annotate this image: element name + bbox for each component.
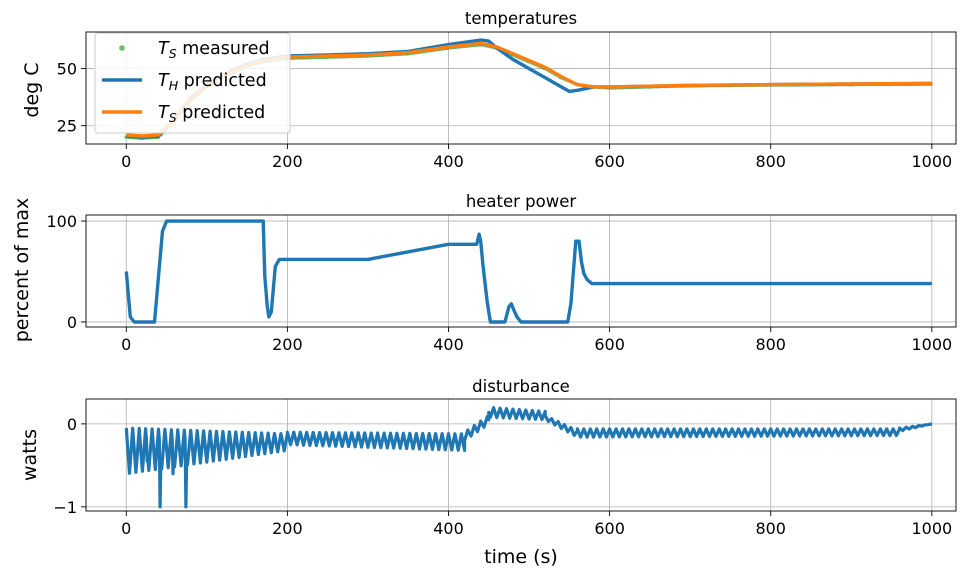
heater-power-title: heater power <box>466 192 577 211</box>
legend-label: TS measured <box>158 39 270 61</box>
y-tick-label: 25 <box>57 117 77 136</box>
disturbance-line <box>124 406 933 509</box>
legend: TS measured TH predicted TS predicted <box>94 32 291 134</box>
x-tick-label: 400 <box>433 335 464 354</box>
axes-frame <box>85 214 957 328</box>
axes-frame <box>85 398 957 512</box>
x-tick-label: 1000 <box>911 519 952 538</box>
x-tick-label: 0 <box>121 152 131 171</box>
y-tick-label: 100 <box>46 212 77 231</box>
x-tick-label: 0 <box>121 519 131 538</box>
x-tick-label: 400 <box>433 152 464 171</box>
y-tick-label: 0 <box>67 415 77 434</box>
disturbance-title: disturbance <box>472 377 570 396</box>
disturbance-panel: disturbance watts time (s) 0 200 400 600 800… <box>19 377 957 568</box>
x-tick-label: 0 <box>121 335 131 354</box>
x-tick-label: 800 <box>755 152 786 171</box>
heater-power-ylabel: percent of max <box>11 198 33 343</box>
temperatures-ylabel: deg C <box>21 62 43 117</box>
x-tick-label: 800 <box>755 335 786 354</box>
heater-power-line <box>124 219 932 324</box>
x-tick-label: 1000 <box>911 335 952 354</box>
y-tick-label: 0 <box>67 313 77 332</box>
x-tick-label: 600 <box>594 152 625 171</box>
axes-frame <box>85 31 957 145</box>
legend-frame <box>94 32 291 134</box>
disturbance-ylabel: watts <box>19 429 41 481</box>
y-tick-label: −1 <box>53 498 77 517</box>
x-tick-label: 1000 <box>911 152 952 171</box>
x-tick-label: 200 <box>272 152 303 171</box>
x-tick-label: 200 <box>272 519 303 538</box>
x-tick-label: 200 <box>272 335 303 354</box>
time-xlabel: time (s) <box>484 546 558 568</box>
y-tick-label: 50 <box>57 60 77 79</box>
heater-power-panel: heater power percent of max 0 200 400 600 80… <box>11 192 957 354</box>
x-tick-label: 400 <box>433 519 464 538</box>
temperatures-panel: temperatures deg C 0 200 400 600 800 1000 25 50… <box>21 9 957 171</box>
legend-marker <box>119 45 125 51</box>
x-tick-label: 600 <box>594 519 625 538</box>
x-tick-label: 600 <box>594 335 625 354</box>
legend-label: TS predicted <box>158 103 265 125</box>
x-tick-label: 800 <box>755 519 786 538</box>
temperatures-title: temperatures <box>465 9 577 28</box>
legend-label: TH predicted <box>158 71 267 93</box>
